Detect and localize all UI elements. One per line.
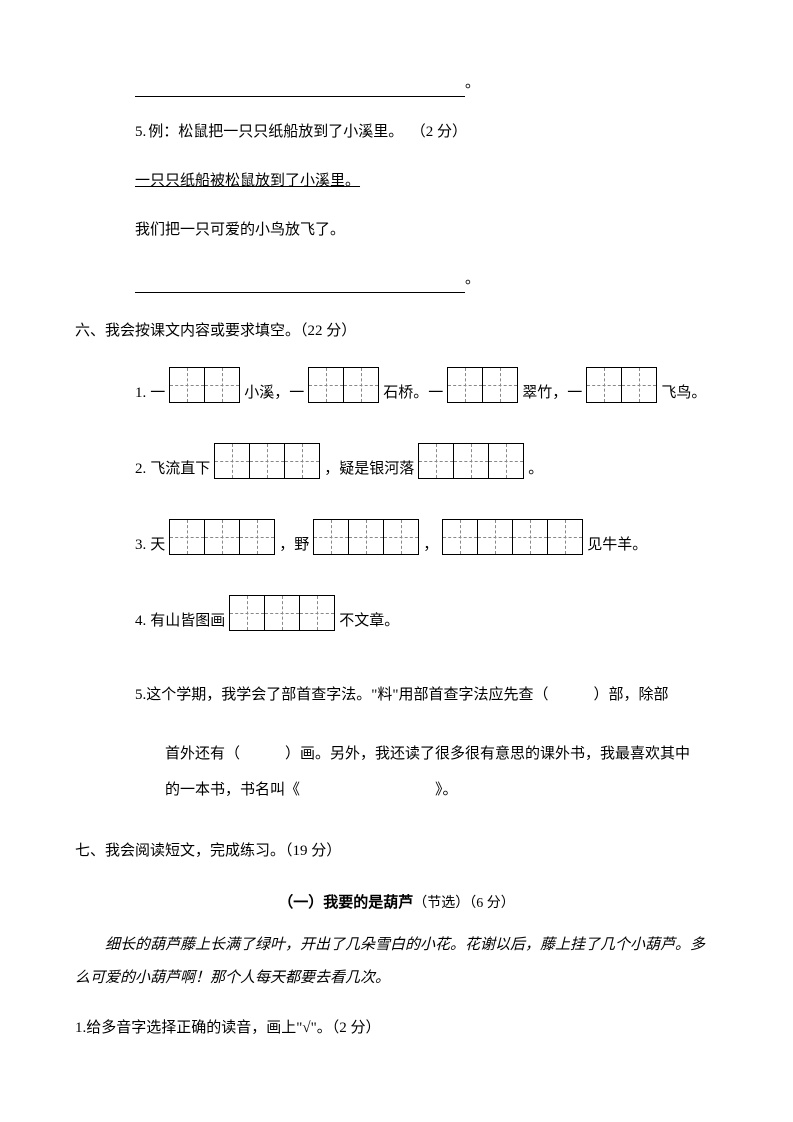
char-boxes-8[interactable]: [313, 519, 419, 565]
s6-q5-line2: 首外还有（ ）画。另外，我还读了很多很有意思的课外书，我最喜欢其中 的一本书，书…: [165, 736, 718, 808]
q5-blank: 。: [135, 266, 718, 293]
char-boxes-2[interactable]: [308, 367, 379, 413]
q5-prompt-row: 我们把一只可爱的小鸟放飞了。: [135, 217, 718, 244]
char-boxes-7[interactable]: [169, 519, 275, 565]
q5-prefix: 例：松鼠把一只只纸船放到了小溪里。: [148, 124, 403, 140]
s6-q1-b: 小溪，一: [244, 380, 304, 407]
char-boxes-9[interactable]: [442, 519, 583, 565]
s6-q3-a: 天: [150, 532, 165, 559]
s6-q1-c: 石桥。一: [383, 380, 443, 407]
s6-q2-num: 2.: [135, 456, 146, 483]
s7-sub-b: （节选）（6 分）: [413, 896, 515, 911]
s6-q1-a: 一: [150, 380, 165, 407]
char-boxes-4[interactable]: [586, 367, 657, 413]
s7-subtitle: （一）我要的是葫芦（节选）（6 分）: [75, 890, 718, 917]
q5-example-row: 一只只纸船被松鼠放到了小溪里。: [135, 168, 718, 195]
blank-input-2[interactable]: [135, 273, 465, 293]
s6-q2-c: 。: [528, 456, 543, 483]
s6-q5-line1: 5.这个学期，我学会了部首查字法。"料"用部首查字法应先查（ ）部，除部: [135, 674, 718, 716]
char-boxes-1[interactable]: [169, 367, 240, 413]
s6-q4: 4. 有山皆图画 不文章。: [135, 598, 718, 644]
s6-q5-num: 5.: [135, 687, 146, 703]
s6-q5-l1: 这个学期，我学会了部首查字法。"料"用部首查字法应先查（ ）部，除部: [146, 687, 668, 703]
s6-q4-a: 有山皆图画: [150, 608, 225, 635]
s6-q3-num: 3.: [135, 532, 146, 559]
s6-q5-l2b: 的一本书，书名叫《 》。: [165, 782, 458, 798]
s6-q5-l2a: 首外还有（ ）画。另外，我还读了很多很有意思的课外书，我最喜欢其中: [165, 746, 690, 762]
char-boxes-10[interactable]: [229, 595, 335, 641]
s7-paragraph: 细长的葫芦藤上长满了绿叶，开出了几朵雪白的小花。花谢以后，藤上挂了几个小葫芦。多…: [75, 929, 718, 995]
char-boxes-5[interactable]: [214, 443, 320, 489]
s6-q2: 2. 飞流直下 ，疑是银河落 。: [135, 446, 718, 492]
period: 。: [465, 75, 480, 91]
section7-title: 七、我会阅读短文，完成练习。（19 分）: [75, 838, 718, 865]
s6-q2-a: 飞流直下: [150, 456, 210, 483]
s6-q4-b: 不文章。: [339, 608, 399, 635]
s6-q1-e: 飞鸟。: [661, 380, 706, 407]
s6-q1-d: 翠竹，一: [522, 380, 582, 407]
period-2: 。: [465, 271, 480, 287]
q5-prompt: 我们把一只可爱的小鸟放飞了。: [135, 222, 345, 238]
s6-q3-d: 见牛羊。: [587, 532, 647, 559]
section6-title: 六、我会按课文内容或要求填空。（22 分）: [75, 318, 718, 345]
s6-q1: 1. 一 小溪，一 石桥。一 翠竹，一 飞鸟。: [135, 370, 718, 416]
s6-q4-num: 4.: [135, 608, 146, 635]
blank-input[interactable]: [135, 77, 465, 97]
s7-sub-a: （一）我要的是葫芦: [278, 895, 413, 911]
s6-q3-c: ，: [423, 532, 438, 559]
s7-q1: 1.给多音字选择正确的读音，画上"√"。（2 分）: [75, 1015, 718, 1042]
q5-header: 5.例：松鼠把一只只纸船放到了小溪里。 （2 分）: [135, 119, 718, 146]
s6-q2-b: ，疑是银河落: [324, 456, 414, 483]
q5-example: 一只只纸船被松鼠放到了小溪里。: [135, 173, 360, 189]
s6-q3-b: ，野: [279, 532, 309, 559]
prev-blank: 。: [135, 70, 718, 97]
char-boxes-6[interactable]: [418, 443, 524, 489]
s6-q3: 3. 天 ，野 ， 见牛羊。: [135, 522, 718, 568]
s6-q1-num: 1.: [135, 380, 146, 407]
q5-num: 5.: [135, 124, 146, 140]
char-boxes-3[interactable]: [447, 367, 518, 413]
q5-points: （2 分）: [411, 124, 467, 140]
